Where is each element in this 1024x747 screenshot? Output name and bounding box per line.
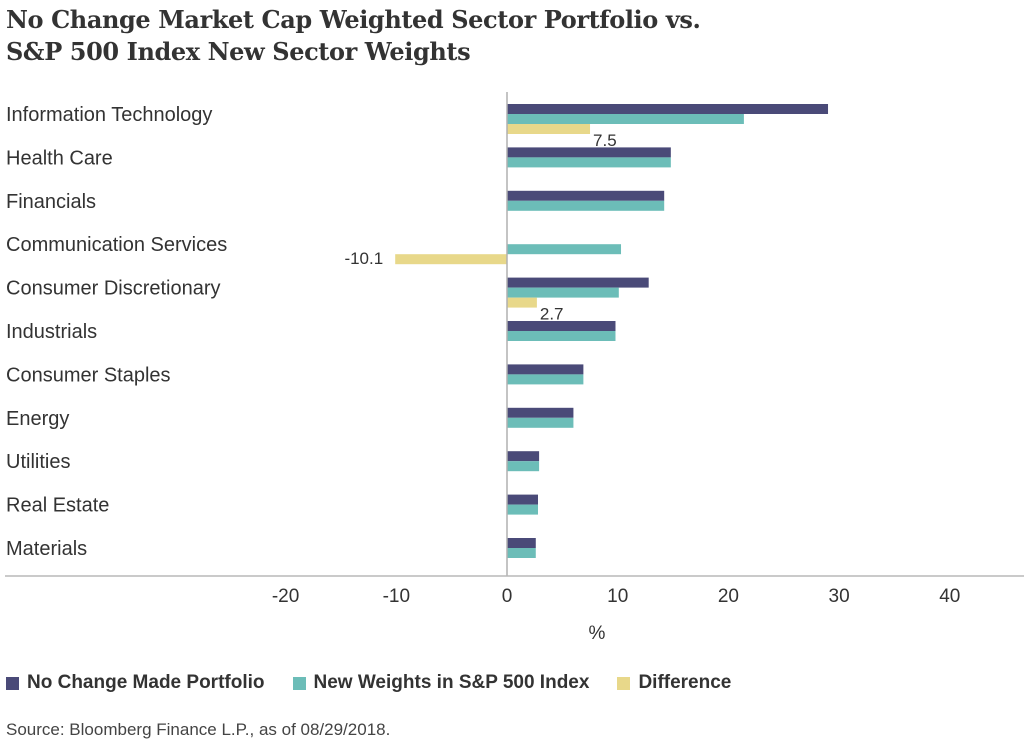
data-label-consumer-discretionary: 2.7	[540, 305, 564, 324]
category-label-information-technology: Information Technology	[6, 104, 212, 126]
legend-item-new-weights: New Weights in S&P 500 Index	[292, 672, 590, 694]
data-labels: 7.5 -10.1 2.7	[344, 131, 616, 324]
x-tick-label-40: 40	[939, 586, 960, 607]
legend-swatch-new-weights	[292, 676, 306, 690]
category-label-materials: Materials	[6, 538, 87, 560]
bar-new-weights-in-s-p-500-index-consumer-discretionary	[507, 287, 619, 298]
bar-new-weights-in-s-p-500-index-utilities	[507, 461, 540, 472]
bar-new-weights-in-s-p-500-index-communication-services	[507, 244, 622, 255]
legend: No Change Made Portfolio New Weights in …	[6, 672, 759, 694]
category-label-industrials: Industrials	[6, 321, 97, 343]
category-label-utilities: Utilities	[6, 451, 70, 473]
data-label-information-technology: 7.5	[593, 131, 617, 150]
bar-no-change-made-portfolio-energy	[507, 407, 574, 418]
category-label-real-estate: Real Estate	[6, 495, 109, 517]
x-tick-label-30: 30	[829, 586, 850, 607]
chart-title-line-2: S&P 500 Index New Sector Weights	[6, 37, 471, 66]
bar-difference-consumer-discretionary	[507, 297, 537, 308]
bar-new-weights-in-s-p-500-index-energy	[507, 417, 574, 428]
bar-no-change-made-portfolio-consumer-staples	[507, 364, 584, 375]
category-label-consumer-staples: Consumer Staples	[6, 364, 171, 386]
legend-swatch-no-change-portfolio	[6, 676, 19, 690]
bar-new-weights-in-s-p-500-index-information-technology	[507, 114, 744, 124]
bars	[395, 104, 829, 558]
x-tick-label-10: 10	[607, 586, 628, 607]
legend-label-difference: Difference	[638, 672, 732, 693]
bar-difference-communication-services	[395, 254, 507, 265]
x-tick-label-neg20: -20	[272, 586, 299, 607]
x-axis-ticks: -20 -10 0 10 20 30 40	[272, 586, 961, 607]
bar-new-weights-in-s-p-500-index-health-care	[507, 157, 671, 168]
data-label-communication-services: -10.1	[344, 249, 383, 268]
x-tick-label-neg10: -10	[383, 586, 410, 607]
legend-label-new-weights: New Weights in S&P 500 Index	[313, 672, 590, 693]
bar-no-change-made-portfolio-consumer-discretionary	[507, 277, 649, 288]
category-label-energy: Energy	[6, 408, 69, 430]
x-tick-label-0: 0	[502, 586, 513, 607]
x-tick-label-20: 20	[718, 586, 739, 607]
bar-difference-information-technology	[507, 124, 591, 134]
bar-new-weights-in-s-p-500-index-consumer-staples	[507, 374, 584, 385]
category-labels: Information Technology Health Care Financi…	[6, 104, 227, 560]
x-axis-title: %	[589, 623, 606, 644]
source-note: Source: Bloomberg Finance L.P., as of 08…	[6, 720, 391, 739]
bar-no-change-made-portfolio-health-care	[507, 147, 671, 158]
bar-no-change-made-portfolio-industrials	[507, 321, 616, 331]
category-label-financials: Financials	[6, 191, 96, 213]
bar-no-change-made-portfolio-information-technology	[507, 104, 829, 114]
bar-new-weights-in-s-p-500-index-industrials	[507, 331, 616, 341]
legend-item-difference: Difference	[617, 672, 731, 694]
chart-title: No Change Market Cap Weighted Sector Por…	[6, 4, 701, 68]
legend-item-no-change-portfolio: No Change Made Portfolio	[6, 672, 265, 694]
bar-no-change-made-portfolio-utilities	[507, 451, 540, 462]
category-label-health-care: Health Care	[6, 147, 113, 169]
bar-new-weights-in-s-p-500-index-financials	[507, 200, 665, 211]
bar-new-weights-in-s-p-500-index-materials	[507, 548, 536, 558]
bar-chart: Information Technology Health Care Financi…	[5, 92, 1024, 644]
bar-new-weights-in-s-p-500-index-real-estate	[507, 504, 538, 515]
category-label-communication-services: Communication Services	[6, 234, 227, 256]
legend-swatch-difference	[617, 676, 631, 690]
category-label-consumer-discretionary: Consumer Discretionary	[6, 278, 221, 300]
legend-label-no-change-portfolio: No Change Made Portfolio	[27, 672, 265, 693]
chart-title-line-1: No Change Market Cap Weighted Sector Por…	[6, 5, 701, 34]
bar-no-change-made-portfolio-financials	[507, 190, 665, 201]
bar-no-change-made-portfolio-real-estate	[507, 494, 538, 505]
bar-no-change-made-portfolio-materials	[507, 538, 536, 548]
